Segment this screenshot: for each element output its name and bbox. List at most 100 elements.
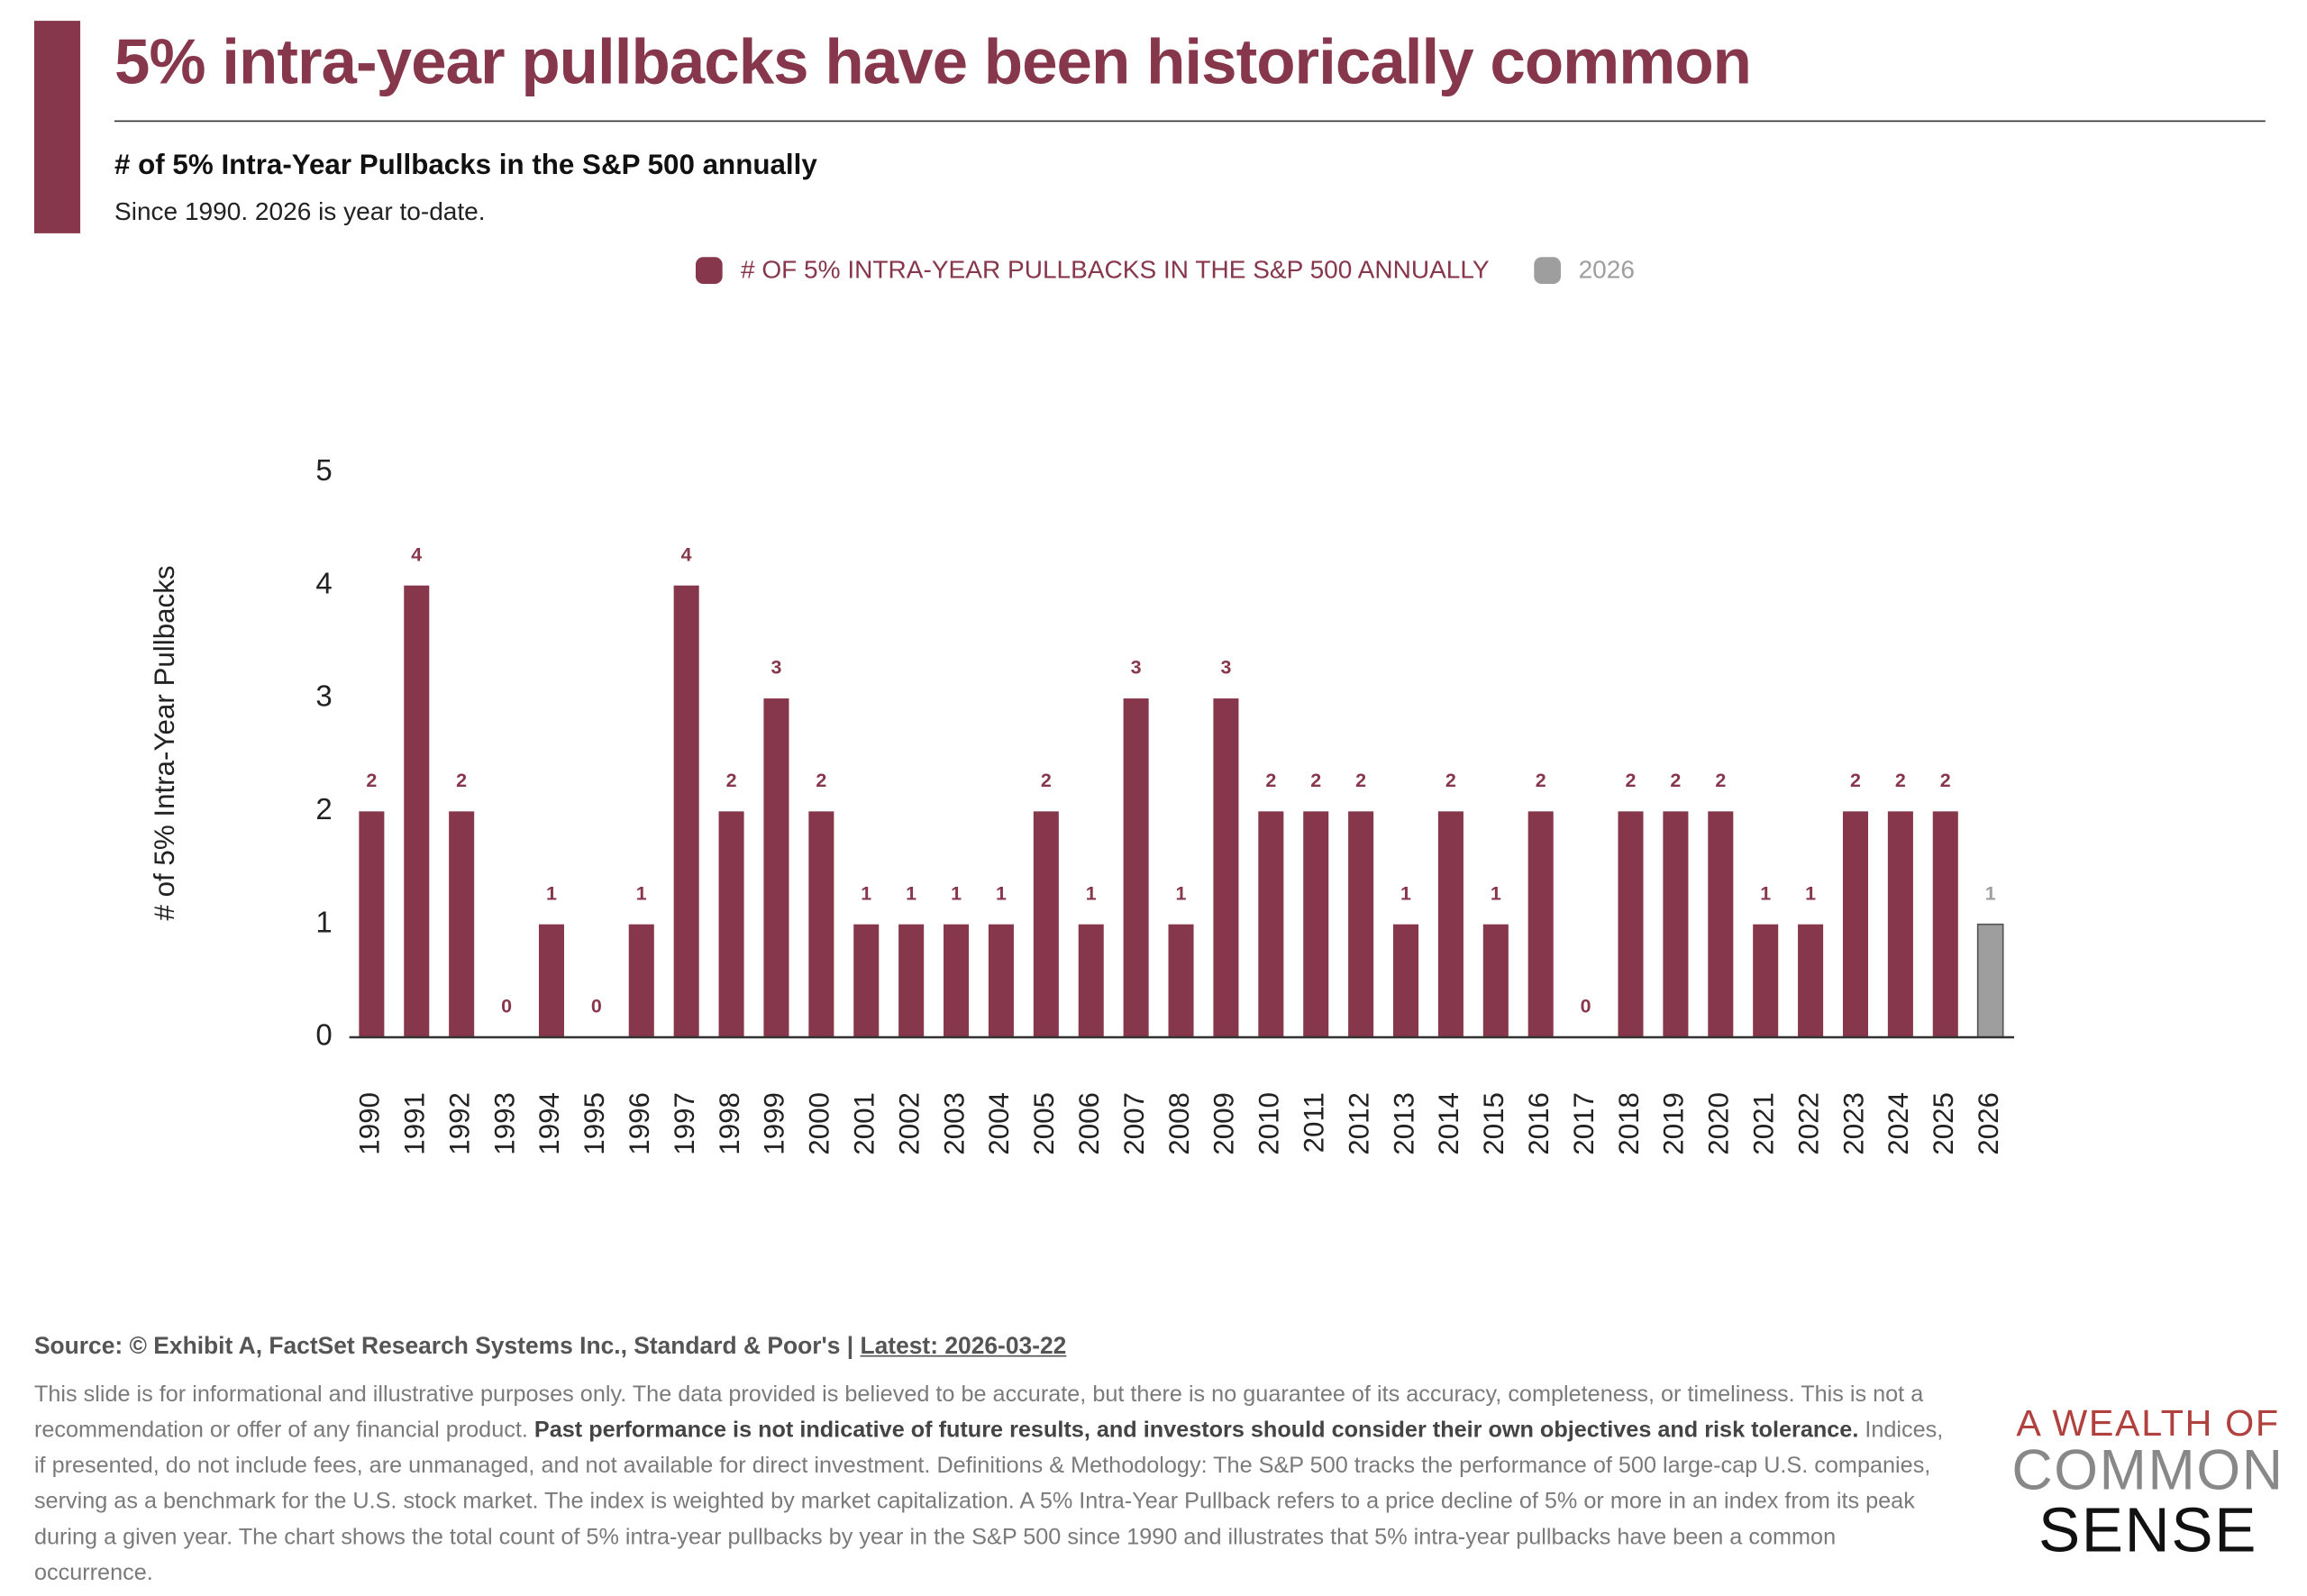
x-tick-label: 2002 xyxy=(893,1092,925,1155)
y-tick-label: 0 xyxy=(315,1018,332,1052)
bar xyxy=(1258,811,1284,1038)
data-label: 2 xyxy=(816,770,826,791)
bar xyxy=(1887,811,1913,1038)
bar xyxy=(449,811,475,1038)
x-tick-label: 1996 xyxy=(624,1092,655,1155)
bar xyxy=(1437,811,1464,1038)
y-axis-title: # of 5% Intra-Year Pullbacks xyxy=(149,565,180,920)
x-tick-label: 2021 xyxy=(1747,1092,1779,1155)
bar xyxy=(538,924,564,1038)
x-tick-label: 2018 xyxy=(1613,1092,1645,1155)
y-tick-label: 4 xyxy=(315,566,332,599)
disclaimer-text: This slide is for informational and illu… xyxy=(33,1382,1924,1444)
legend-swatch xyxy=(696,257,724,284)
source-text: Source: © Exhibit A, FactSet Research Sy… xyxy=(33,1334,854,1360)
bar xyxy=(988,924,1014,1038)
bar xyxy=(1348,811,1374,1038)
bar xyxy=(1753,924,1779,1038)
x-tick-label: 1995 xyxy=(579,1092,610,1155)
x-tick-label: 2011 xyxy=(1298,1092,1329,1153)
x-tick-label: 1998 xyxy=(714,1092,745,1155)
x-tick-label: 2012 xyxy=(1343,1092,1374,1155)
bar xyxy=(1932,811,1958,1038)
bar xyxy=(853,924,880,1038)
x-tick-label: 2014 xyxy=(1433,1092,1464,1155)
data-label: 1 xyxy=(1985,882,1996,904)
x-tick-label: 2004 xyxy=(983,1092,1015,1155)
data-label: 2 xyxy=(1626,770,1637,791)
data-label: 1 xyxy=(1176,882,1187,904)
x-tick-label: 2020 xyxy=(1703,1092,1735,1155)
x-tick-label: 2000 xyxy=(804,1092,835,1155)
legend: # OF 5% INTRA-YEAR PULLBACKS IN THE S&P … xyxy=(0,256,2307,286)
x-tick-label: 2010 xyxy=(1254,1092,1285,1155)
bar xyxy=(1842,811,1869,1038)
x-tick-label: 2015 xyxy=(1478,1092,1509,1155)
title: 5% intra-year pullbacks have been histor… xyxy=(114,26,1752,98)
data-label: 1 xyxy=(996,882,1007,904)
x-tick-label: 2025 xyxy=(1928,1092,1959,1155)
data-label: 0 xyxy=(1581,996,1591,1017)
disclaimer-text: Indices, if presented, do not include fe… xyxy=(33,1418,1944,1586)
data-label: 1 xyxy=(636,882,647,904)
data-label: 1 xyxy=(1805,882,1816,904)
data-label: 2 xyxy=(726,770,737,791)
x-tick-label: 2022 xyxy=(1792,1092,1824,1155)
logo-line: SENSE xyxy=(2038,1494,2258,1565)
bar xyxy=(1618,811,1644,1038)
bar xyxy=(898,924,925,1038)
y-tick-label: 3 xyxy=(315,679,332,713)
data-label: 2 xyxy=(1670,770,1681,791)
x-tick-label: 1991 xyxy=(399,1092,431,1155)
x-tick-label: 2007 xyxy=(1118,1092,1150,1155)
accent-bar xyxy=(33,21,81,233)
bar xyxy=(1976,923,2004,1038)
bar xyxy=(1123,698,1149,1038)
x-tick-label: 2009 xyxy=(1208,1092,1240,1155)
bar xyxy=(1168,924,1194,1038)
x-tick-label: 2008 xyxy=(1163,1092,1195,1155)
bar xyxy=(404,585,430,1038)
data-label: 2 xyxy=(1265,770,1276,791)
data-label: 1 xyxy=(546,882,557,904)
divider xyxy=(114,120,2266,123)
data-label: 2 xyxy=(456,770,467,791)
x-tick-label: 2019 xyxy=(1658,1092,1690,1155)
x-tick-label: 2026 xyxy=(1973,1092,2004,1155)
bar xyxy=(1303,811,1329,1038)
x-tick-label: 1999 xyxy=(759,1092,790,1155)
x-tick-label: 1992 xyxy=(443,1092,475,1155)
data-label: 2 xyxy=(1850,770,1861,791)
x-tick-label: 2005 xyxy=(1028,1092,1060,1155)
x-tick-label: 2024 xyxy=(1883,1092,1914,1155)
data-label: 3 xyxy=(1220,657,1231,679)
x-tick-label: 2016 xyxy=(1523,1092,1555,1155)
data-label: 2 xyxy=(1041,770,1052,791)
data-label: 3 xyxy=(1131,657,1142,679)
y-tick-label: 1 xyxy=(315,905,332,938)
data-label: 2 xyxy=(366,770,377,791)
legend-swatch xyxy=(1534,257,1561,284)
data-label: 1 xyxy=(951,882,962,904)
bar xyxy=(1663,811,1689,1038)
bar xyxy=(1482,924,1509,1038)
legend-item: 2026 xyxy=(1534,256,1635,286)
bar xyxy=(1392,924,1419,1038)
bar xyxy=(763,698,789,1038)
x-tick-label: 1990 xyxy=(354,1092,386,1155)
bar xyxy=(808,811,834,1038)
data-label: 1 xyxy=(906,882,916,904)
data-label: 0 xyxy=(501,996,512,1017)
x-tick-label: 1997 xyxy=(669,1092,700,1155)
data-label: 1 xyxy=(1491,882,1501,904)
data-label: 2 xyxy=(1355,770,1366,791)
data-label: 1 xyxy=(1400,882,1411,904)
bar xyxy=(944,924,970,1038)
data-label: 2 xyxy=(1445,770,1456,791)
data-label: 2 xyxy=(1715,770,1726,791)
logo-line: A WEALTH OF xyxy=(2016,1402,2280,1445)
bar xyxy=(1708,811,1734,1038)
legend-label: # OF 5% INTRA-YEAR PULLBACKS IN THE S&P … xyxy=(740,255,1490,284)
chart: # of 5% Intra-Year Pullbacks 0 1 2 3 4 5 1990 1… xyxy=(149,453,2015,1155)
